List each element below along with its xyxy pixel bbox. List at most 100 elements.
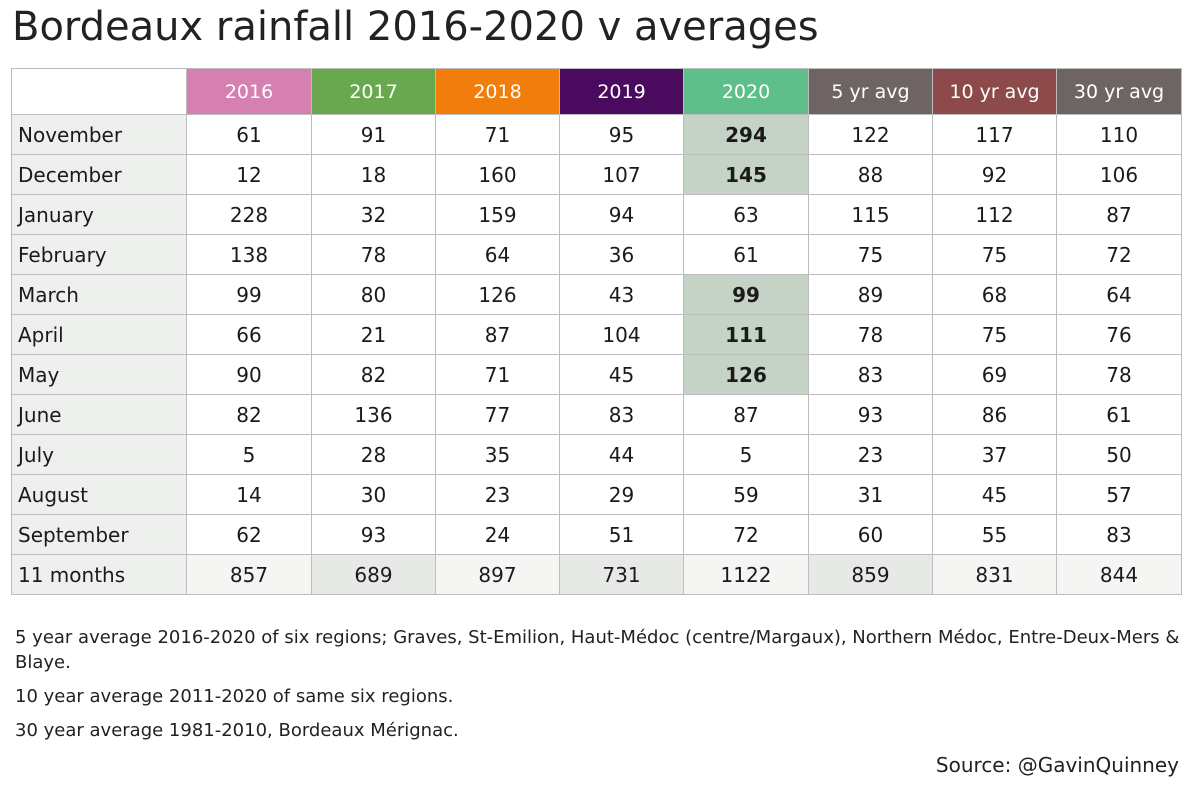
- value-cell: 160: [435, 154, 560, 195]
- value-cell: 45: [559, 354, 684, 395]
- value-cell: 94: [559, 194, 684, 235]
- table-row: July 5 28 35 44 5 23 37 50: [11, 434, 1182, 475]
- value-cell: 12: [186, 154, 312, 195]
- value-cell: 83: [1056, 514, 1182, 555]
- value-cell: 14: [186, 474, 312, 515]
- table-row: September 62 93 24 51 72 60 55 83: [11, 514, 1182, 555]
- value-cell: 83: [808, 354, 933, 395]
- rainfall-table: 2016 2017 2018 2019 2020 5 yr avg 10 yr avg 30 …: [11, 68, 1182, 595]
- table-row: June 82 136 77 83 87 93 86 61: [11, 394, 1182, 435]
- value-cell: 92: [932, 154, 1057, 195]
- month-label: 11 months: [11, 554, 187, 595]
- month-label: February: [11, 234, 187, 275]
- value-cell: 228: [186, 194, 312, 235]
- value-cell: 89: [808, 274, 933, 315]
- value-cell: 126: [435, 274, 560, 315]
- value-cell: 44: [559, 434, 684, 475]
- value-cell: 59: [683, 474, 809, 515]
- value-cell: 75: [808, 234, 933, 275]
- value-cell: 93: [311, 514, 436, 555]
- value-cell: 107: [559, 154, 684, 195]
- value-cell: 95: [559, 114, 684, 155]
- value-cell: 831: [932, 554, 1057, 595]
- month-label: September: [11, 514, 187, 555]
- value-cell: 82: [186, 394, 312, 435]
- corner-cell: [11, 68, 187, 115]
- value-cell: 61: [683, 234, 809, 275]
- value-cell: 35: [435, 434, 560, 475]
- table-row: May 90 82 71 45 126 83 69 78: [11, 354, 1182, 395]
- value-cell: 68: [932, 274, 1057, 315]
- footnote-10yr: 10 year average 2011-2020 of same six re…: [15, 686, 454, 707]
- header-row: 2016 2017 2018 2019 2020 5 yr avg 10 yr avg 30 …: [11, 68, 1182, 115]
- value-cell: 45: [932, 474, 1057, 515]
- value-cell: 126: [683, 354, 809, 395]
- value-cell: 37: [932, 434, 1057, 475]
- month-label: March: [11, 274, 187, 315]
- total-row: 11 months 857 689 897 731 1122 859 831 844: [11, 554, 1182, 595]
- column-header: 2017: [311, 68, 436, 115]
- value-cell: 145: [683, 154, 809, 195]
- value-cell: 55: [932, 514, 1057, 555]
- value-cell: 30: [311, 474, 436, 515]
- value-cell: 64: [435, 234, 560, 275]
- column-header: 10 yr avg: [932, 68, 1057, 115]
- value-cell: 117: [932, 114, 1057, 155]
- source-credit: Source: @GavinQuinney: [935, 753, 1179, 777]
- month-label: August: [11, 474, 187, 515]
- value-cell: 60: [808, 514, 933, 555]
- value-cell: 18: [311, 154, 436, 195]
- value-cell: 111: [683, 314, 809, 355]
- value-cell: 91: [311, 114, 436, 155]
- value-cell: 86: [932, 394, 1057, 435]
- value-cell: 138: [186, 234, 312, 275]
- value-cell: 31: [808, 474, 933, 515]
- value-cell: 75: [932, 234, 1057, 275]
- value-cell: 75: [932, 314, 1057, 355]
- column-header: 5 yr avg: [808, 68, 933, 115]
- value-cell: 78: [1056, 354, 1182, 395]
- value-cell: 43: [559, 274, 684, 315]
- value-cell: 76: [1056, 314, 1182, 355]
- value-cell: 77: [435, 394, 560, 435]
- value-cell: 87: [435, 314, 560, 355]
- value-cell: 689: [311, 554, 436, 595]
- column-header: 2016: [186, 68, 312, 115]
- table-row: August 14 30 23 29 59 31 45 57: [11, 474, 1182, 515]
- value-cell: 857: [186, 554, 312, 595]
- value-cell: 78: [808, 314, 933, 355]
- value-cell: 136: [311, 394, 436, 435]
- month-label: December: [11, 154, 187, 195]
- value-cell: 88: [808, 154, 933, 195]
- value-cell: 83: [559, 394, 684, 435]
- value-cell: 62: [186, 514, 312, 555]
- value-cell: 90: [186, 354, 312, 395]
- value-cell: 80: [311, 274, 436, 315]
- value-cell: 61: [186, 114, 312, 155]
- column-header: 2018: [435, 68, 560, 115]
- column-header: 30 yr avg: [1056, 68, 1182, 115]
- value-cell: 28: [311, 434, 436, 475]
- value-cell: 23: [435, 474, 560, 515]
- month-label: January: [11, 194, 187, 235]
- month-label: July: [11, 434, 187, 475]
- value-cell: 110: [1056, 114, 1182, 155]
- value-cell: 159: [435, 194, 560, 235]
- value-cell: 50: [1056, 434, 1182, 475]
- value-cell: 93: [808, 394, 933, 435]
- month-label: November: [11, 114, 187, 155]
- value-cell: 23: [808, 434, 933, 475]
- value-cell: 64: [1056, 274, 1182, 315]
- column-header: 2019: [559, 68, 684, 115]
- value-cell: 32: [311, 194, 436, 235]
- value-cell: 51: [559, 514, 684, 555]
- value-cell: 63: [683, 194, 809, 235]
- value-cell: 5: [683, 434, 809, 475]
- value-cell: 72: [1056, 234, 1182, 275]
- value-cell: 36: [559, 234, 684, 275]
- value-cell: 71: [435, 114, 560, 155]
- value-cell: 104: [559, 314, 684, 355]
- value-cell: 24: [435, 514, 560, 555]
- value-cell: 115: [808, 194, 933, 235]
- page-title: Bordeaux rainfall 2016-2020 v averages: [12, 4, 819, 50]
